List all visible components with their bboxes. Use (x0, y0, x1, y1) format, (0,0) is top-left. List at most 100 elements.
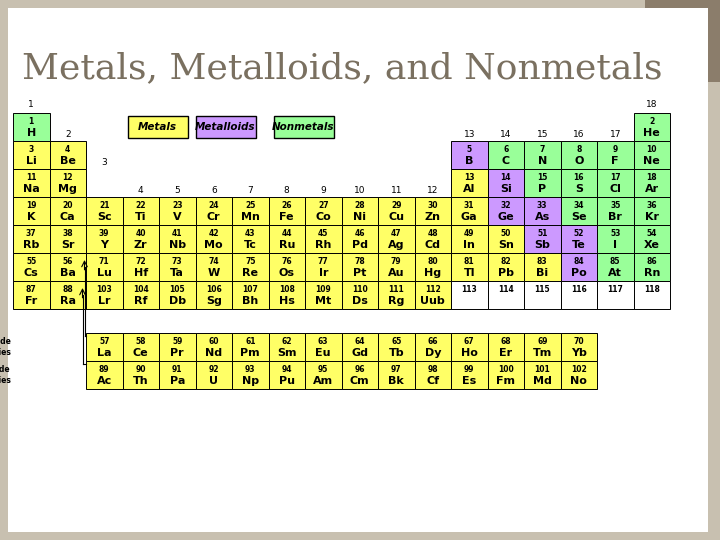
Text: Rh: Rh (315, 240, 331, 250)
Text: 7: 7 (539, 145, 545, 154)
Text: 107: 107 (243, 285, 258, 294)
Text: Mo: Mo (204, 240, 223, 250)
Text: 90: 90 (135, 364, 146, 374)
Bar (13, 197, 50, 225)
Text: 10: 10 (354, 186, 366, 195)
Bar (560, 197, 597, 225)
Bar (196, 361, 232, 389)
Text: Be: Be (60, 156, 76, 166)
Text: 3: 3 (102, 158, 107, 167)
Bar (341, 253, 378, 281)
Text: Md: Md (533, 376, 552, 386)
Text: 57: 57 (99, 337, 109, 346)
Bar (305, 253, 341, 281)
Text: 45: 45 (318, 229, 328, 238)
Text: 79: 79 (391, 257, 402, 266)
Text: 11: 11 (26, 173, 37, 182)
Bar (341, 225, 378, 253)
Bar (122, 197, 159, 225)
Text: 91: 91 (172, 364, 182, 374)
Text: 10: 10 (647, 145, 657, 154)
Bar (634, 169, 670, 197)
Bar (560, 169, 597, 197)
Text: Ta: Ta (171, 268, 184, 278)
Text: 5: 5 (174, 186, 180, 195)
Bar (451, 281, 487, 309)
Bar (50, 141, 86, 169)
Text: 82: 82 (500, 257, 511, 266)
Bar (597, 141, 634, 169)
Text: Ne: Ne (644, 156, 660, 166)
Bar (232, 281, 269, 309)
Bar (487, 333, 524, 361)
Bar (13, 281, 50, 309)
Bar (86, 197, 122, 225)
Bar (487, 169, 524, 197)
Text: Ds: Ds (352, 296, 368, 306)
Text: Bh: Bh (242, 296, 258, 306)
Text: Ac: Ac (96, 376, 112, 386)
Text: Ce: Ce (133, 348, 148, 358)
Text: 16: 16 (573, 130, 585, 139)
Bar (634, 281, 670, 309)
Text: 51: 51 (537, 229, 547, 238)
Bar (634, 225, 670, 253)
Bar (305, 281, 341, 309)
Text: Cd: Cd (425, 240, 441, 250)
Text: Cf: Cf (426, 376, 439, 386)
Bar (305, 225, 341, 253)
Text: 37: 37 (26, 229, 37, 238)
Bar (86, 253, 122, 281)
Text: 73: 73 (172, 257, 183, 266)
Bar (269, 225, 305, 253)
Text: 84: 84 (573, 257, 584, 266)
Text: Te: Te (572, 240, 585, 250)
Text: 114: 114 (498, 285, 513, 294)
Text: 81: 81 (464, 257, 474, 266)
Bar (524, 225, 560, 253)
Text: 112: 112 (425, 285, 441, 294)
Text: 104: 104 (133, 285, 148, 294)
Bar (487, 281, 524, 309)
Text: 31: 31 (464, 201, 474, 210)
Text: 86: 86 (647, 257, 657, 266)
Text: Pr: Pr (171, 348, 184, 358)
Text: Tl: Tl (464, 268, 475, 278)
Text: 75: 75 (245, 257, 256, 266)
Text: Bi: Bi (536, 268, 549, 278)
Text: Ra: Ra (60, 296, 76, 306)
Text: Pd: Pd (352, 240, 368, 250)
Bar (415, 253, 451, 281)
Bar (13, 253, 50, 281)
Text: Actinide
series: Actinide series (0, 364, 11, 385)
Text: Metalloids: Metalloids (195, 122, 256, 132)
Text: 103: 103 (96, 285, 112, 294)
Text: Db: Db (168, 296, 186, 306)
Text: P: P (538, 184, 546, 194)
Bar (524, 281, 560, 309)
Text: 96: 96 (354, 364, 365, 374)
Bar (524, 333, 560, 361)
Text: 38: 38 (63, 229, 73, 238)
Bar (560, 361, 597, 389)
Text: Fe: Fe (279, 212, 294, 222)
Text: 25: 25 (245, 201, 256, 210)
Bar (196, 116, 256, 138)
Text: 64: 64 (354, 337, 365, 346)
Text: Pt: Pt (353, 268, 366, 278)
Bar (560, 253, 597, 281)
Text: 117: 117 (607, 285, 624, 294)
Bar (415, 197, 451, 225)
Text: Cs: Cs (24, 268, 39, 278)
Text: Al: Al (463, 184, 475, 194)
Text: Am: Am (313, 376, 333, 386)
Text: 69: 69 (537, 337, 547, 346)
Bar (560, 281, 597, 309)
Text: 85: 85 (610, 257, 621, 266)
Text: In: In (463, 240, 475, 250)
Text: Tm: Tm (533, 348, 552, 358)
Text: 9: 9 (613, 145, 618, 154)
Text: Y: Y (100, 240, 108, 250)
Text: 23: 23 (172, 201, 182, 210)
Text: 1: 1 (28, 100, 34, 109)
